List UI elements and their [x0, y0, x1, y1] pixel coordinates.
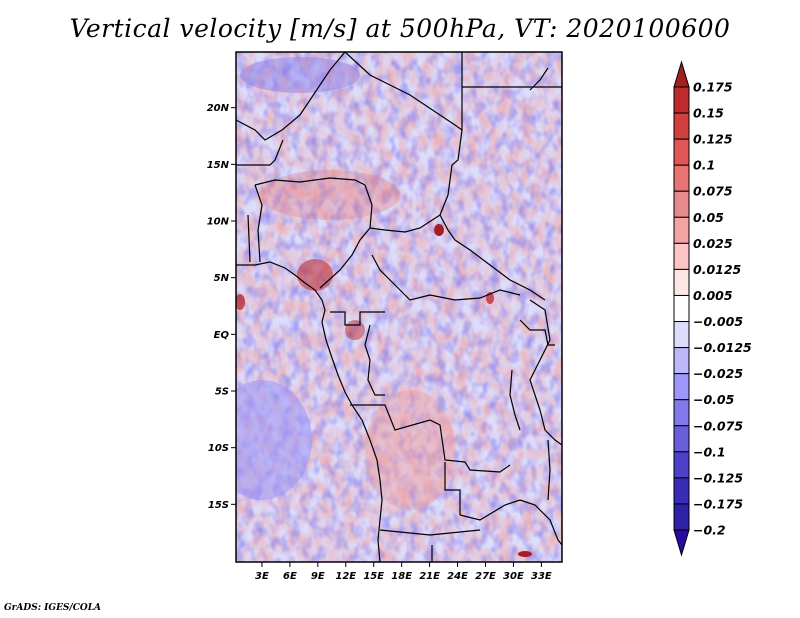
colorbar-swatch — [673, 138, 690, 166]
colorbar-label: −0.025 — [693, 366, 743, 381]
colorbar-label: 0.175 — [693, 80, 733, 95]
lake-tanganyika — [509, 369, 521, 431]
colorbar-bottom-arrow — [673, 529, 690, 557]
x-tick-label: 6E — [283, 571, 297, 582]
border-angola-zambia — [444, 462, 461, 515]
x-tick-label: 24E — [447, 571, 468, 582]
colorbar-swatch — [673, 451, 690, 479]
colorbar-label: 0.005 — [693, 288, 733, 303]
border-niger-chad — [344, 52, 463, 132]
grads-credit: GrADS: IGES/COLA — [4, 603, 102, 613]
colorbar-swatch — [673, 321, 690, 349]
x-tick-label: 18E — [391, 571, 412, 582]
colorbar-label: 0.05 — [693, 210, 724, 225]
colorbar: 0.175 0.15 0.125 0.1 0.075 0.05 0.025 0.0125 0.0… — [673, 60, 752, 557]
colorbar-label: 0.1 — [693, 158, 715, 173]
colorbar-swatch — [673, 399, 690, 427]
colorbar-label: 0.025 — [693, 236, 733, 251]
border-chad-sudan — [439, 129, 463, 241]
colorbar-swatch — [673, 164, 690, 192]
colorbar-swatch — [673, 503, 690, 531]
x-tick-label: 15E — [363, 571, 384, 582]
border-zambia-south — [459, 499, 521, 521]
colorbar-swatch — [673, 242, 690, 270]
y-tick-label: 20N — [207, 103, 230, 114]
border-car-south — [371, 254, 521, 301]
border-eq-guinea-gabon — [330, 311, 385, 326]
colorbar-label: −0.175 — [693, 496, 743, 511]
border-angola-namibia — [379, 529, 481, 536]
colorbar-swatch — [673, 112, 690, 140]
border-chad-car — [369, 214, 441, 233]
x-tick-label: 30E — [503, 571, 524, 582]
colorbar-swatch — [673, 86, 690, 114]
x-tick-label: 33E — [531, 571, 552, 582]
colorbar-swatch — [673, 373, 690, 401]
colorbar-top-arrow — [673, 60, 690, 88]
colorbar-swatch — [673, 347, 690, 375]
y-tick-label: 15N — [207, 160, 230, 171]
south-atlantic-descent-region — [236, 380, 312, 500]
colorbar-swatch — [673, 216, 690, 244]
border-congo — [364, 324, 385, 396]
mozambique-ascent-spot — [518, 551, 532, 557]
map-panel — [236, 52, 562, 562]
border-east-3 — [519, 499, 562, 546]
colorbar-label: −0.0125 — [693, 340, 752, 355]
border-benin — [254, 184, 263, 263]
border-mali-niger — [236, 139, 284, 166]
colorbar-label: −0.125 — [693, 470, 743, 485]
chart-title: Vertical velocity [m/s] at 500hPa, VT: 2… — [69, 14, 731, 43]
angola-ascent-region — [365, 390, 455, 510]
x-tick-label: 27E — [475, 571, 496, 582]
border-togo — [247, 214, 251, 263]
colorbar-swatch — [673, 190, 690, 218]
cameroon-ascent-cluster — [297, 259, 333, 291]
border-sudan-south — [454, 239, 546, 301]
colorbar-swatch — [673, 425, 690, 453]
sahara-descent-band — [240, 57, 360, 93]
colorbar-label: −0.1 — [693, 444, 726, 459]
y-tick-label: 10N — [207, 217, 230, 228]
border-east-2 — [529, 299, 562, 446]
map-frame — [235, 51, 563, 563]
colorbar-label: −0.075 — [693, 418, 743, 433]
colorbar-swatch — [673, 268, 690, 296]
y-tick-label: 5S — [215, 387, 229, 398]
y-tick-label: 10S — [208, 443, 229, 454]
y-tick-label: 5N — [214, 273, 230, 284]
car-ascent-spot — [434, 224, 444, 236]
y-tick-label: EQ — [214, 330, 230, 341]
border-east-1 — [519, 319, 555, 346]
border-niger-nigeria — [254, 177, 366, 186]
gabon-ascent-cluster — [345, 320, 365, 340]
colorbar-label: 0.075 — [693, 184, 733, 199]
colorbar-label: −0.2 — [693, 523, 726, 538]
political-boundaries — [236, 52, 562, 562]
colorbar-label: −0.005 — [693, 314, 743, 329]
y-tick-label: 15S — [208, 500, 229, 511]
nile-segment — [529, 67, 549, 91]
x-axis: 3E 6E 9E 12E 15E 18E 21E 24E 27E 30E 33E — [255, 562, 552, 582]
border-algeria-niger — [236, 52, 346, 141]
x-tick-label: 12E — [335, 571, 356, 582]
colorbar-label: −0.05 — [693, 392, 735, 407]
x-tick-label: 9E — [311, 571, 325, 582]
colorbar-label: 0.125 — [693, 132, 733, 147]
gulf-guinea-ascent-west — [236, 294, 245, 310]
lake-malawi — [547, 439, 551, 501]
sahel-ascent-band — [260, 170, 400, 220]
colorbar-swatch — [673, 294, 690, 323]
coastline-west-africa — [236, 261, 383, 562]
x-tick-label: 3E — [255, 571, 269, 582]
border-nigeria-cameroon — [319, 184, 373, 289]
colorbar-label: 0.0125 — [693, 262, 742, 277]
colorbar-swatch — [673, 477, 690, 505]
border-drc-angola — [350, 404, 511, 473]
x-tick-label: 21E — [419, 571, 440, 582]
colorbar-label: 0.15 — [693, 106, 724, 121]
y-axis: 20N 15N 10N 5N EQ 5S 10S 15S — [207, 103, 236, 511]
